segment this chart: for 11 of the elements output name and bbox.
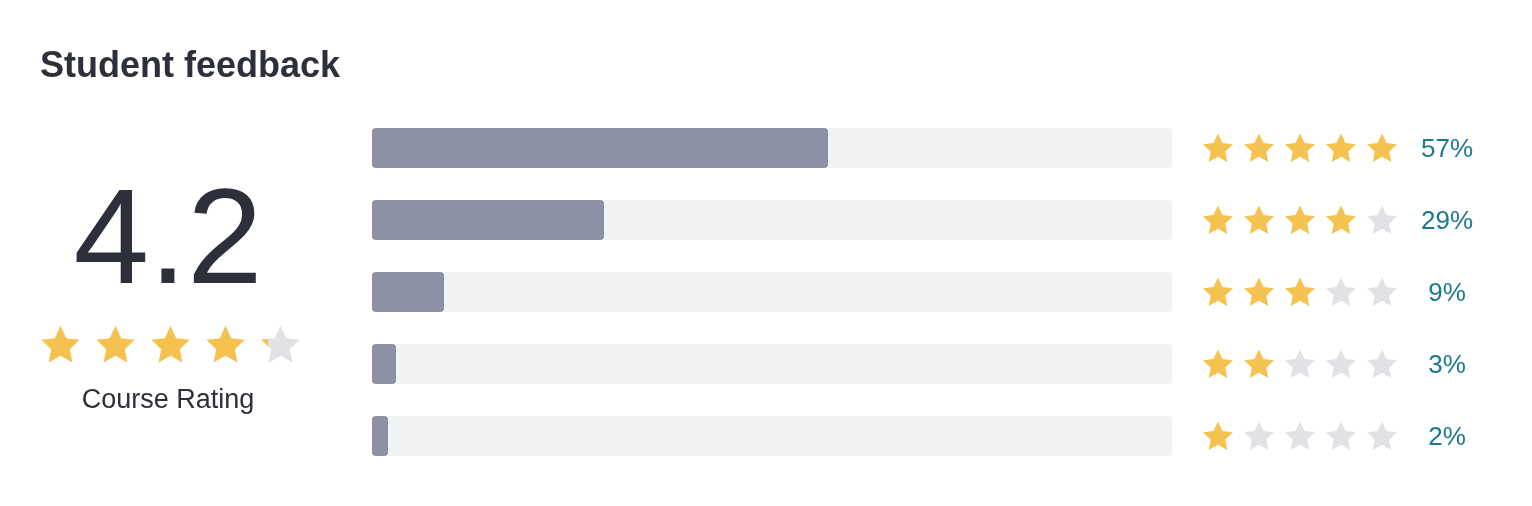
data-label: 57% [1419, 133, 1474, 164]
chart-title: Student feedback [40, 44, 341, 86]
text: 4.2 [72, 160, 264, 312]
text: Course Rating [80, 384, 256, 415]
bar [372, 272, 444, 312]
data-label: 2% [1427, 421, 1467, 452]
data-label: 9% [1427, 277, 1467, 308]
data-label: 3% [1427, 349, 1467, 380]
bar [372, 344, 396, 384]
data-label: 29% [1419, 205, 1474, 236]
bar [372, 416, 388, 456]
